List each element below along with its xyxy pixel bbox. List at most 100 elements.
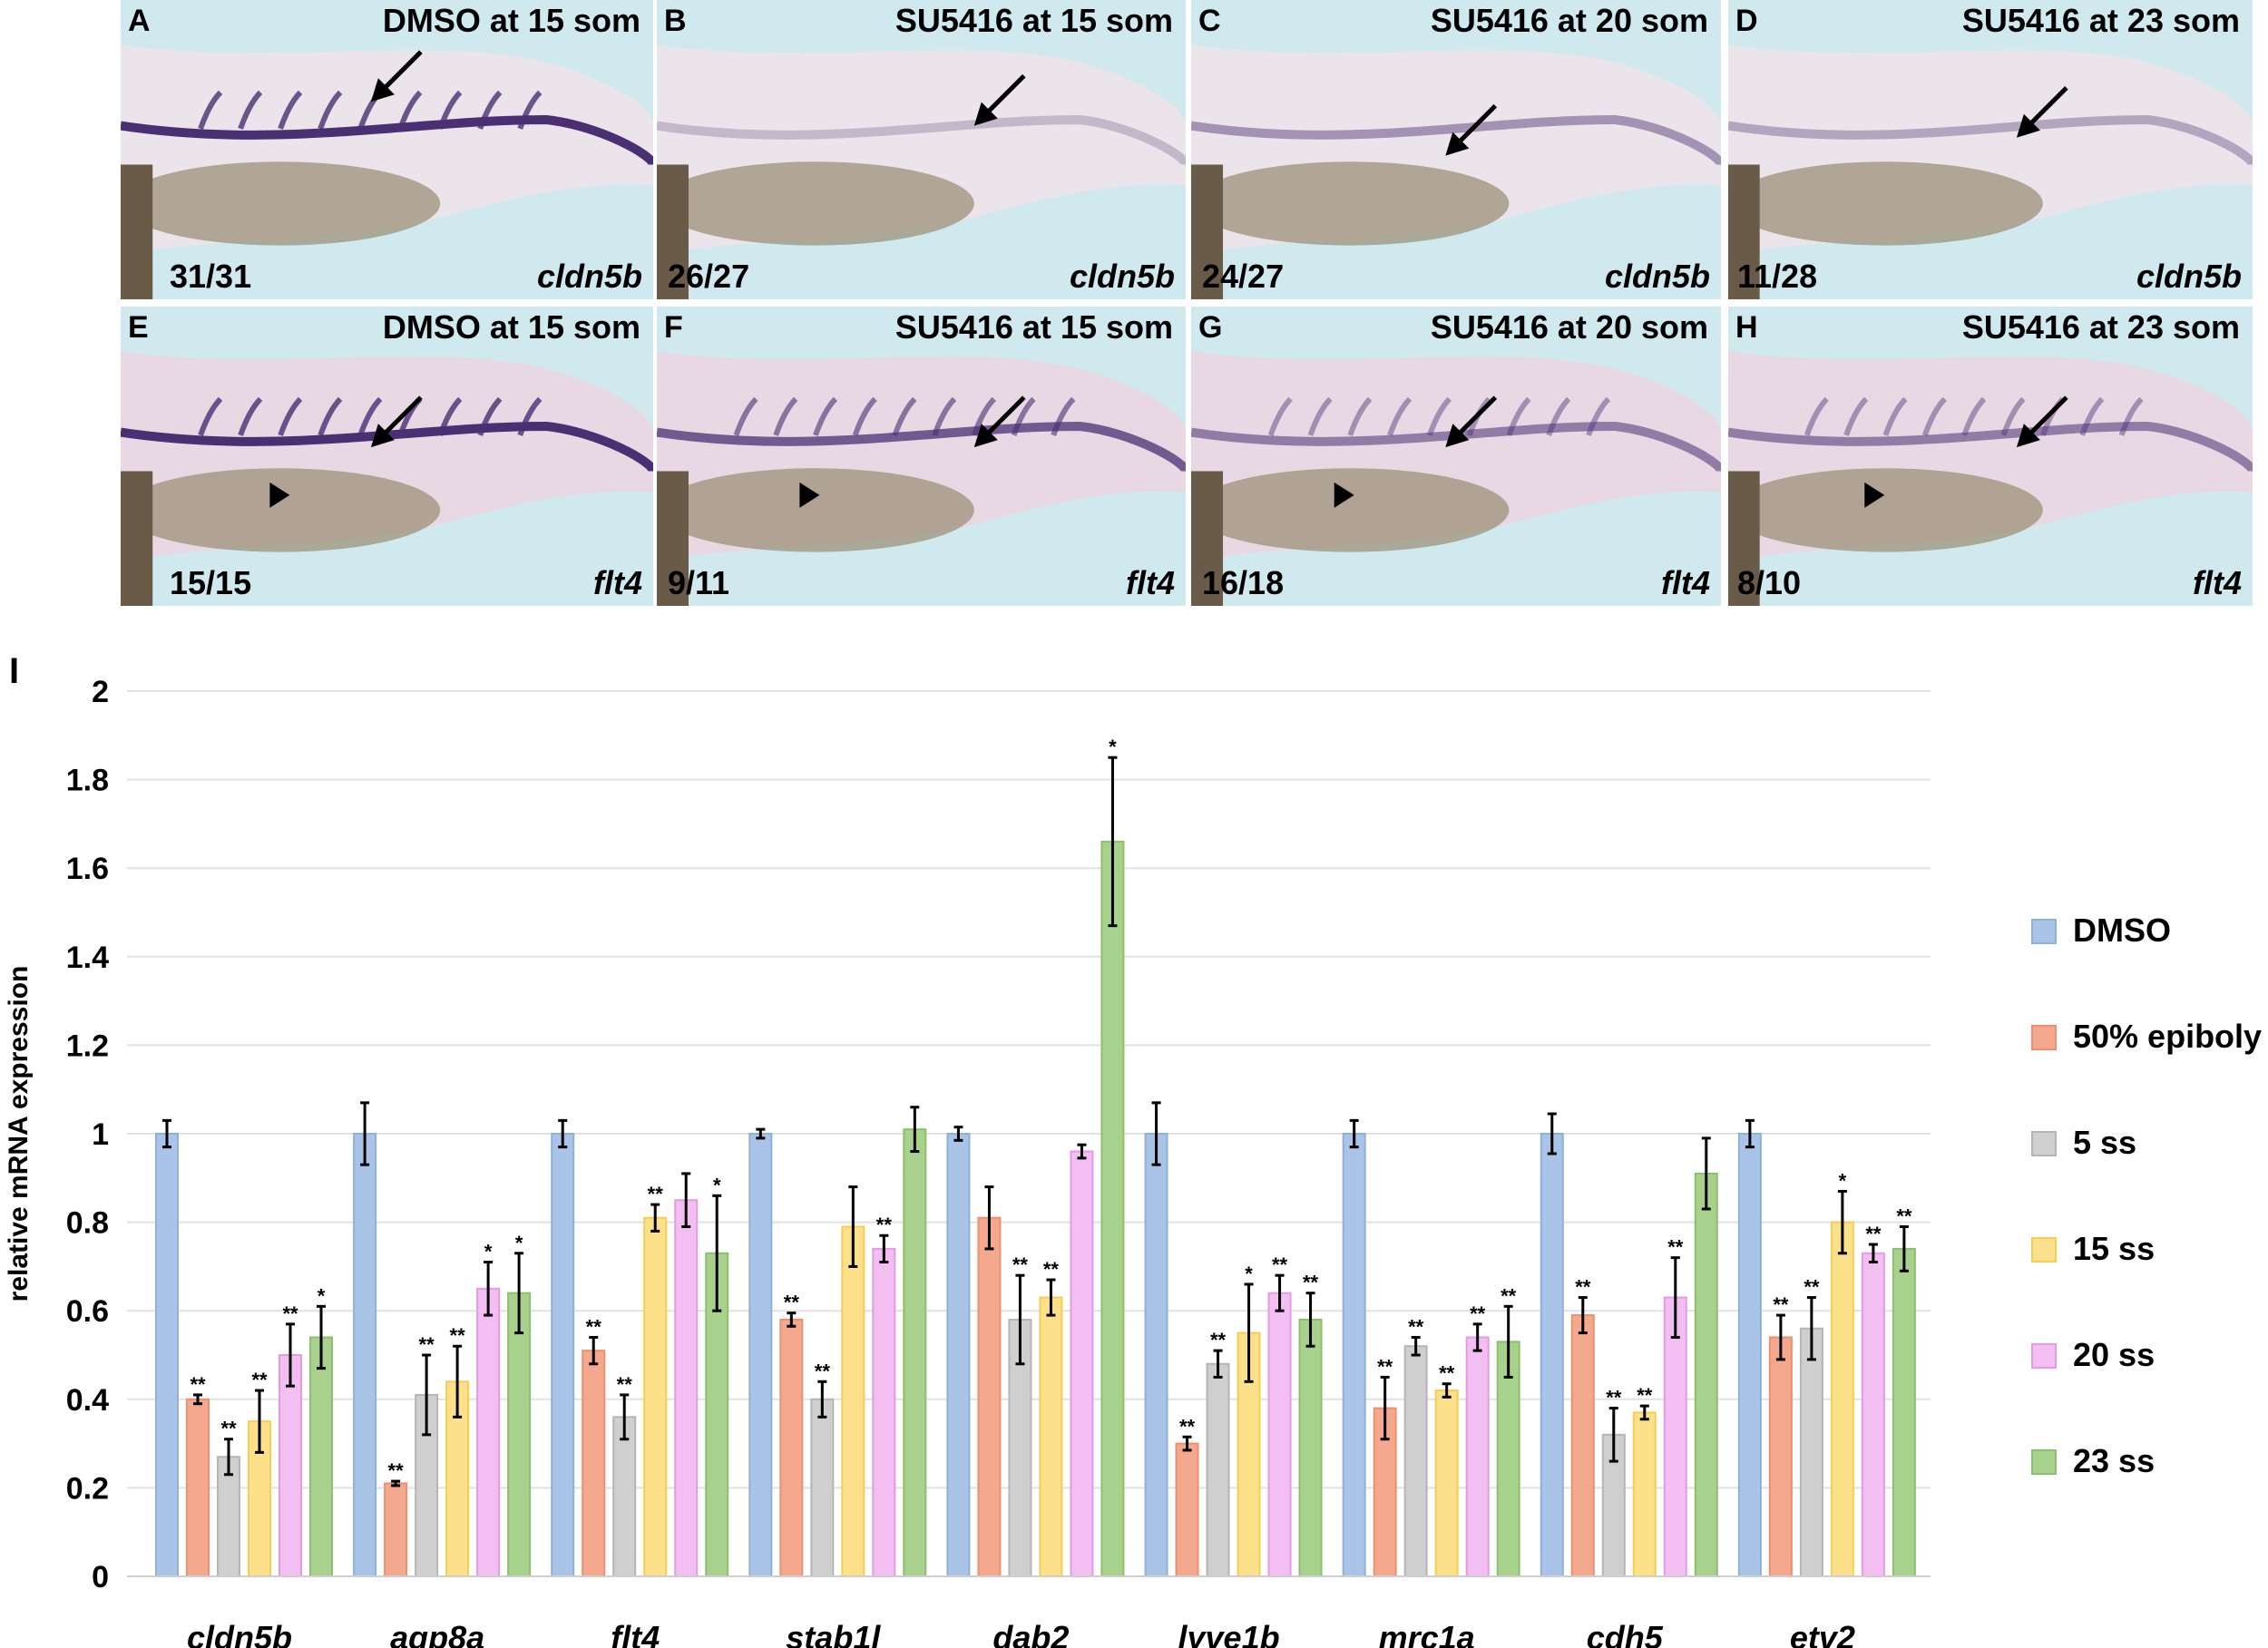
arrowhead-icon (1864, 482, 1885, 508)
error-bar (879, 1234, 889, 1264)
significance-label: ** (1896, 1204, 1912, 1227)
panel-title: SU5416 at 15 som (894, 2, 1173, 39)
significance-label: ** (1865, 1223, 1882, 1245)
error-bar (1503, 1304, 1513, 1379)
legend-swatch (2031, 919, 2057, 944)
error-bar (756, 1127, 766, 1140)
error-bar (453, 1344, 463, 1419)
bar-stab1l-50-epiboly (779, 1318, 804, 1578)
bar-stab1l-15-ss (841, 1225, 865, 1577)
y-tick-label: 0.6 (66, 1294, 109, 1329)
bar-etv2-dmso (1737, 1133, 1762, 1577)
significance-label: ** (220, 1418, 237, 1440)
y-tick-label: 0 (92, 1560, 109, 1594)
error-bar (1349, 1118, 1359, 1149)
gene-label: flt4 (593, 564, 642, 601)
bar-aqp8a-dmso (353, 1133, 377, 1577)
embryo-image (657, 351, 1186, 606)
gene-label: flt4 (1126, 564, 1175, 601)
panel-c: C SU5416 at 20 som 24/27 cldn5b (1191, 0, 1721, 299)
error-bar (317, 1304, 326, 1370)
significance-label: * (1839, 1169, 1847, 1192)
significance-label: * (1245, 1263, 1253, 1285)
bar-lyve1b-23-ss (1298, 1318, 1323, 1578)
bar-stab1l-23-ss (903, 1128, 927, 1577)
panel-letter: F (664, 310, 683, 345)
significance-label: ** (419, 1333, 435, 1356)
error-bar (1639, 1404, 1649, 1421)
significance-label: ** (1272, 1253, 1288, 1276)
embryo-image (121, 351, 653, 606)
embryo-count: 31/31 (170, 258, 252, 295)
bar-cldn5b-50-epiboly (186, 1398, 210, 1577)
error-bar (650, 1203, 660, 1233)
error-bar (1305, 1292, 1315, 1348)
significance-label: ** (1470, 1302, 1486, 1325)
x-tick-label: dab2 (992, 1619, 1069, 1648)
significance-label: ** (1667, 1236, 1684, 1259)
x-tick-label: etv2 (1790, 1619, 1855, 1648)
bar-cdh5-23-ss (1694, 1172, 1718, 1577)
error-bar (224, 1438, 233, 1477)
panel-b: B SU5416 at 15 som 26/27 cldn5b (657, 0, 1186, 299)
significance-label: ** (784, 1292, 800, 1314)
panel-title: SU5416 at 20 som (1430, 308, 1708, 346)
error-bar (286, 1322, 295, 1388)
legend-label: 50% epiboly (2073, 1018, 2262, 1055)
error-bar (1411, 1335, 1421, 1357)
embryo-count: 11/28 (1737, 258, 1818, 295)
bar-stab1l-20-ss (872, 1247, 896, 1577)
bar-lyve1b-dmso (1144, 1133, 1168, 1577)
bar-stab1l-dmso (748, 1133, 773, 1577)
bar-mrc1a-dmso (1342, 1133, 1366, 1577)
error-bar (1578, 1296, 1588, 1335)
x-tick-label: stab1l (786, 1619, 881, 1648)
arrow-icon (1445, 103, 1498, 156)
y-axis-label: relative mRNA expression (4, 966, 34, 1302)
significance-label: ** (815, 1360, 831, 1382)
significance-label: ** (1773, 1293, 1789, 1316)
gene-label: flt4 (2193, 564, 2242, 601)
bar-dab2-50-epiboly (977, 1216, 1002, 1577)
significance-label: ** (1303, 1272, 1319, 1294)
panel-g: G SU5416 at 20 som 16/18 flt4 (1191, 307, 1721, 606)
arrow-icon (370, 50, 423, 102)
bar-flt4-5-ss (612, 1416, 637, 1577)
y-tick-label: 0.2 (66, 1471, 109, 1506)
significance-label: * (484, 1241, 493, 1263)
error-bar (910, 1106, 920, 1154)
error-bar (1608, 1407, 1618, 1463)
significance-label: ** (617, 1373, 633, 1396)
error-bar (1442, 1382, 1452, 1399)
bar-chart: 0 0.2 0.4 0.6 0.8 1 1.2 1.4 1.6 1.8 2 relative mRNA… (4, 675, 2262, 1648)
y-tick-label: 0.8 (66, 1206, 109, 1241)
panel-a: A DMSO at 15 som 31/31 cldn5b (121, 0, 653, 299)
significance-label: ** (648, 1183, 664, 1205)
y-tick-label: 1.6 (66, 852, 109, 886)
x-tick-label: cldn5b (187, 1619, 292, 1648)
error-bar (1108, 756, 1118, 928)
significance-label: ** (1043, 1258, 1060, 1281)
panel-e: E DMSO at 15 som 15/15 flt4 (121, 307, 653, 606)
embryo-count: 15/15 (170, 564, 252, 601)
panel-letter: E (128, 310, 149, 345)
legend-swatch (2031, 1131, 2057, 1156)
panel-letter: A (128, 4, 151, 38)
x-tick-label: flt4 (611, 1619, 660, 1648)
embryo-image (1728, 44, 2253, 299)
error-bar (360, 1101, 370, 1166)
embryo-image (657, 44, 1186, 299)
bar-mrc1a-15-ss (1434, 1390, 1459, 1577)
error-bar (848, 1185, 858, 1268)
bar-stab1l-5-ss (810, 1398, 835, 1577)
legend-label: 15 ss (2073, 1230, 2155, 1267)
panel-letter: D (1735, 4, 1758, 38)
panel-letter: G (1198, 310, 1223, 345)
bar-etv2-5-ss (1799, 1327, 1823, 1577)
bar-cldn5b-5-ss (217, 1456, 240, 1577)
arrow-icon (2016, 86, 2068, 138)
bar-cdh5-15-ss (1632, 1411, 1657, 1577)
panel-title: SU5416 at 20 som (1430, 2, 1708, 39)
y-tick-label: 1.8 (66, 764, 109, 798)
bar-flt4-50-epiboly (582, 1350, 606, 1577)
